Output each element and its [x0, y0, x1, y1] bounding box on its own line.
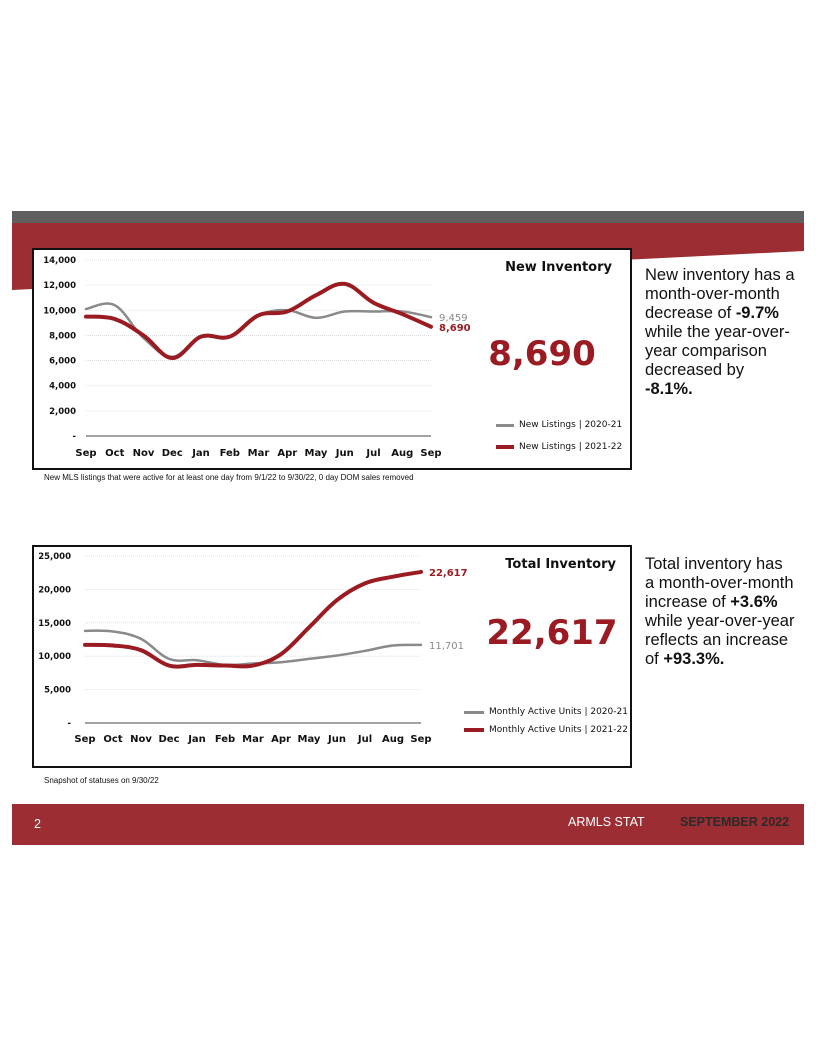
new-inventory-panel: 14,000 12,000 10,000 8,000 6,000 4,000 2,000 - S… [32, 248, 632, 470]
legend-label: New Listings | 2021-22 [519, 442, 623, 452]
y-tick-label: 10,000 [38, 652, 71, 662]
x-tick-label: Aug [391, 448, 413, 459]
legend-item-2020-21: Monthly Active Units | 2020-21 [464, 703, 632, 721]
total-inventory-title: Total Inventory [505, 557, 616, 572]
new-inventory-footnote: New MLS listings that were active for at… [44, 473, 414, 482]
x-tick-label: May [298, 734, 321, 745]
x-tick-label: Jun [327, 734, 346, 745]
x-tick-label: Jan [191, 448, 210, 459]
x-tick-label: Feb [215, 734, 235, 745]
summary-yoy-change: +93.3%. [663, 650, 725, 668]
series-line-red [83, 569, 423, 669]
legend-item-2021-22: Monthly Active Units | 2021-22 [464, 721, 632, 739]
y-tick-label: 12,000 [43, 281, 76, 291]
page-footer: 2 ARMLS STAT SEPTEMBER 2022 [12, 804, 804, 845]
new-inventory-big-number: 8,690 [488, 334, 596, 374]
x-tick-label: Aug [382, 734, 404, 745]
legend-swatch-red [464, 728, 484, 732]
x-tick-label: Mar [248, 448, 270, 459]
x-tick-label: Apr [271, 734, 291, 745]
x-tick-label: Dec [162, 448, 183, 459]
y-tick-label: 4,000 [49, 382, 76, 392]
summary-mom-change: +3.6% [730, 593, 778, 611]
y-tick-label: 8,000 [49, 331, 76, 341]
total-inventory-big-number: 22,617 [486, 613, 618, 653]
end-data-label: 9,459 [439, 313, 468, 324]
x-tick-label: Feb [220, 448, 240, 459]
footer-brand: ARMLS STAT [568, 815, 645, 829]
legend-swatch-grey [464, 710, 484, 714]
x-tick-label: Jul [365, 448, 380, 459]
x-tick-label: Dec [158, 734, 179, 745]
y-tick-label: 2,000 [49, 407, 76, 417]
x-tick-label: Jun [335, 448, 354, 459]
end-data-label: 22,617 [429, 568, 468, 579]
summary-text: New inventory has a month-over-month dec… [645, 266, 795, 322]
footer-date: SEPTEMBER 2022 [680, 815, 790, 829]
x-tick-label: Oct [105, 448, 124, 459]
total-inventory-panel: 25,000 20,000 15,000 10,000 5,000- Sep Oct Nov D… [32, 545, 632, 768]
y-tick-label: - [72, 432, 76, 442]
y-tick-label: 10,000 [43, 306, 76, 316]
total-inventory-footnote: Snapshot of statuses on 9/30/22 [44, 776, 159, 785]
x-tick-label: Nov [133, 448, 155, 459]
x-tick-label: Sep [74, 734, 95, 745]
summary-yoy-change: -8.1%. [645, 380, 693, 398]
legend-label: Monthly Active Units | 2021-22 [489, 725, 628, 735]
summary-text: Total inventory has a month-over-month i… [645, 555, 794, 611]
x-tick-label: Oct [103, 734, 122, 745]
y-tick-label: 15,000 [38, 619, 71, 629]
legend-swatch-grey [496, 423, 514, 427]
end-data-label: 8,690 [439, 323, 471, 334]
page-number: 2 [34, 817, 41, 831]
x-tick-label: Jul [357, 734, 372, 745]
legend-label: Monthly Active Units | 2020-21 [489, 707, 628, 717]
y-tick-label: 5,000 [44, 686, 71, 696]
x-tick-label: May [305, 448, 328, 459]
series-line-red [84, 281, 433, 361]
end-data-label: 11,701 [429, 641, 464, 652]
summary-mom-change: -9.7% [735, 304, 779, 322]
x-tick-label: Sep [75, 448, 96, 459]
total-inventory-summary: Total inventory has a month-over-month i… [645, 555, 795, 669]
new-inventory-title: New Inventory [505, 260, 612, 275]
total-inventory-legend: Monthly Active Units | 2020-21 Monthly A… [464, 703, 632, 739]
legend-swatch-red [496, 445, 514, 449]
header-grey-bar [12, 211, 804, 223]
legend-item-2020-21: New Listings | 2020-21 [496, 414, 632, 436]
y-tick-label: - [67, 719, 71, 729]
summary-text: while the year-over-year comparison decr… [645, 323, 790, 379]
legend-item-2021-22: New Listings | 2021-22 [496, 436, 632, 458]
x-tick-label: Apr [277, 448, 297, 459]
summary-text: while year-over-year reflects an increas… [645, 612, 795, 668]
x-tick-label: Sep [410, 734, 431, 745]
new-inventory-legend: New Listings | 2020-21 New Listings | 20… [496, 414, 632, 458]
x-tick-label: Sep [420, 448, 441, 459]
new-inventory-summary: New inventory has a month-over-month dec… [645, 266, 795, 399]
new-inventory-line-chart: 14,000 12,000 10,000 8,000 6,000 4,000 2,000 - S… [43, 256, 471, 459]
legend-label: New Listings | 2020-21 [519, 420, 623, 430]
y-tick-label: 6,000 [49, 357, 76, 367]
y-tick-label: 20,000 [38, 585, 71, 595]
y-tick-label: 14,000 [43, 256, 76, 266]
x-tick-label: Mar [242, 734, 264, 745]
x-tick-label: Nov [130, 734, 152, 745]
y-tick-label: 25,000 [38, 552, 71, 562]
x-tick-label: Jan [187, 734, 206, 745]
